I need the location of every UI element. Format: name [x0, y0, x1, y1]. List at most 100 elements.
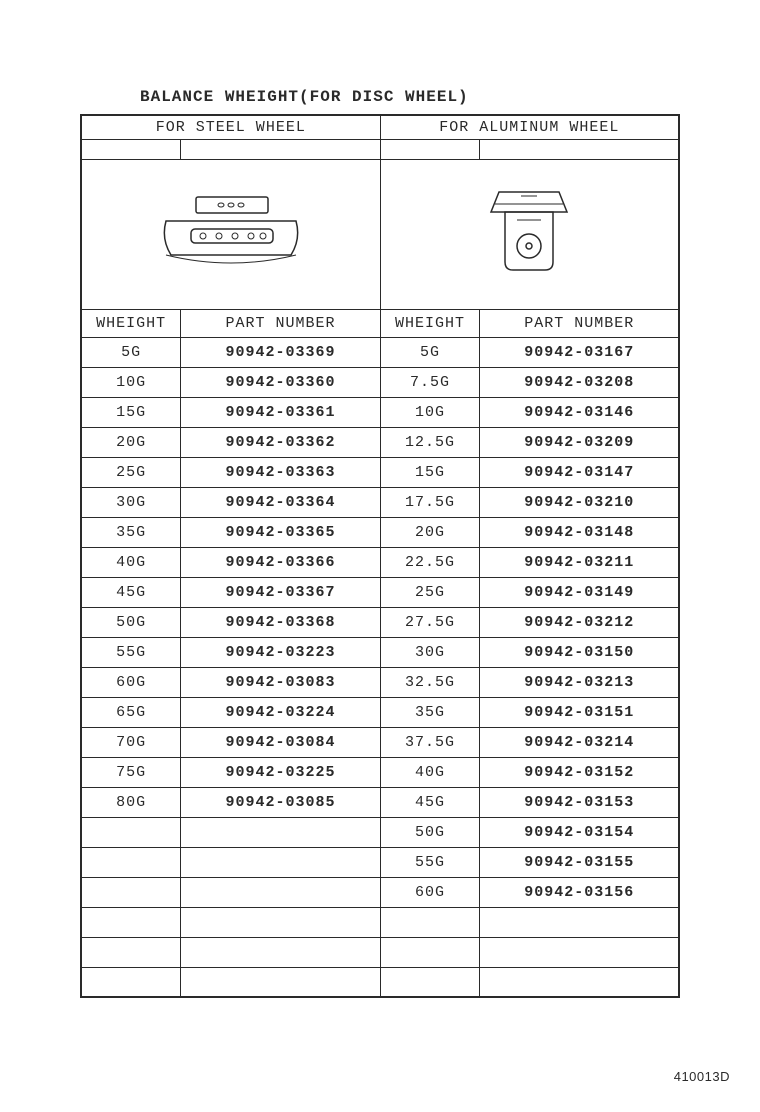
- weight-cell: 65G: [81, 697, 181, 727]
- table-row: 55G90942-0322330G90942-03150: [81, 637, 679, 667]
- part-number-cell: [480, 907, 679, 937]
- weight-cell: 30G: [380, 637, 480, 667]
- weight-cell: 32.5G: [380, 667, 480, 697]
- part-number-cell: 90942-03224: [181, 697, 380, 727]
- table-row: 60G90942-0308332.5G90942-03213: [81, 667, 679, 697]
- weight-cell: 60G: [81, 667, 181, 697]
- table-row: [81, 907, 679, 937]
- weight-cell: 45G: [380, 787, 480, 817]
- table-row: 20G90942-0336212.5G90942-03209: [81, 427, 679, 457]
- part-number-cell: 90942-03225: [181, 757, 380, 787]
- part-number-cell: [181, 937, 380, 967]
- table-row: [81, 937, 679, 967]
- part-number-cell: [480, 937, 679, 967]
- weight-cell: 15G: [81, 397, 181, 427]
- part-number-cell: 90942-03167: [480, 337, 679, 367]
- blank-cell: [380, 139, 480, 159]
- part-number-cell: 90942-03211: [480, 547, 679, 577]
- blank-cell: [181, 139, 380, 159]
- table-row: 30G90942-0336417.5G90942-03210: [81, 487, 679, 517]
- weight-cell: 30G: [81, 487, 181, 517]
- col-header-part-left: PART NUMBER: [181, 309, 380, 337]
- weight-cell: 37.5G: [380, 727, 480, 757]
- table-row: 50G90942-0336827.5G90942-03212: [81, 607, 679, 637]
- part-number-cell: 90942-03214: [480, 727, 679, 757]
- part-number-cell: 90942-03210: [480, 487, 679, 517]
- weight-cell: 35G: [81, 517, 181, 547]
- part-number-cell: 90942-03363: [181, 457, 380, 487]
- part-number-cell: 90942-03367: [181, 577, 380, 607]
- aluminum-weight-diagram: [380, 159, 679, 309]
- part-number-cell: 90942-03155: [480, 847, 679, 877]
- table-row: 60G90942-03156: [81, 877, 679, 907]
- table-row: [81, 967, 679, 997]
- table-row: 45G90942-0336725G90942-03149: [81, 577, 679, 607]
- weight-cell: [380, 907, 480, 937]
- group-header-steel: FOR STEEL WHEEL: [81, 115, 380, 139]
- weight-cell: 5G: [81, 337, 181, 367]
- part-number-cell: 90942-03156: [480, 877, 679, 907]
- weight-cell: 17.5G: [380, 487, 480, 517]
- blank-cell: [81, 139, 181, 159]
- part-number-cell: 90942-03148: [480, 517, 679, 547]
- weight-cell: 40G: [81, 547, 181, 577]
- weight-cell: [81, 937, 181, 967]
- part-number-cell: 90942-03364: [181, 487, 380, 517]
- part-number-cell: 90942-03153: [480, 787, 679, 817]
- table-row: 35G90942-0336520G90942-03148: [81, 517, 679, 547]
- part-number-cell: [480, 967, 679, 997]
- part-number-cell: 90942-03368: [181, 607, 380, 637]
- table-row: 10G90942-033607.5G90942-03208: [81, 367, 679, 397]
- weight-cell: 80G: [81, 787, 181, 817]
- table-row: 75G90942-0322540G90942-03152: [81, 757, 679, 787]
- part-number-cell: 90942-03361: [181, 397, 380, 427]
- part-number-cell: 90942-03208: [480, 367, 679, 397]
- part-number-cell: 90942-03084: [181, 727, 380, 757]
- part-number-cell: 90942-03365: [181, 517, 380, 547]
- part-number-cell: 90942-03147: [480, 457, 679, 487]
- part-number-cell: 90942-03083: [181, 667, 380, 697]
- weight-cell: 75G: [81, 757, 181, 787]
- part-number-cell: 90942-03154: [480, 817, 679, 847]
- part-number-cell: 90942-03369: [181, 337, 380, 367]
- part-number-cell: 90942-03149: [480, 577, 679, 607]
- weight-cell: 5G: [380, 337, 480, 367]
- weight-cell: [81, 907, 181, 937]
- weight-cell: 15G: [380, 457, 480, 487]
- part-number-cell: 90942-03366: [181, 547, 380, 577]
- weight-cell: 12.5G: [380, 427, 480, 457]
- part-number-cell: 90942-03146: [480, 397, 679, 427]
- weight-cell: 50G: [81, 607, 181, 637]
- table-row: 80G90942-0308545G90942-03153: [81, 787, 679, 817]
- weight-cell: [380, 937, 480, 967]
- table-row: 50G90942-03154: [81, 817, 679, 847]
- part-number-cell: 90942-03362: [181, 427, 380, 457]
- part-number-cell: 90942-03085: [181, 787, 380, 817]
- weight-cell: [81, 877, 181, 907]
- weight-cell: [81, 847, 181, 877]
- weight-cell: 22.5G: [380, 547, 480, 577]
- table-row: 70G90942-0308437.5G90942-03214: [81, 727, 679, 757]
- table-row: 5G90942-033695G90942-03167: [81, 337, 679, 367]
- part-number-cell: 90942-03212: [480, 607, 679, 637]
- weight-cell: 55G: [81, 637, 181, 667]
- part-number-cell: 90942-03151: [480, 697, 679, 727]
- weight-cell: 7.5G: [380, 367, 480, 397]
- weight-cell: 25G: [81, 457, 181, 487]
- table-row: 15G90942-0336110G90942-03146: [81, 397, 679, 427]
- weight-cell: 27.5G: [380, 607, 480, 637]
- weight-cell: 10G: [81, 367, 181, 397]
- part-number-cell: 90942-03360: [181, 367, 380, 397]
- part-number-cell: 90942-03150: [480, 637, 679, 667]
- weight-cell: 20G: [81, 427, 181, 457]
- weight-cell: 20G: [380, 517, 480, 547]
- part-number-cell: 90942-03152: [480, 757, 679, 787]
- blank-cell: [480, 139, 679, 159]
- balance-weight-table: FOR STEEL WHEEL FOR ALUMINUM WHEEL: [80, 114, 680, 998]
- weight-cell: 55G: [380, 847, 480, 877]
- weight-cell: 45G: [81, 577, 181, 607]
- group-header-aluminum: FOR ALUMINUM WHEEL: [380, 115, 679, 139]
- page-footer-id: 410013D: [674, 1069, 730, 1084]
- weight-cell: 25G: [380, 577, 480, 607]
- col-header-part-right: PART NUMBER: [480, 309, 679, 337]
